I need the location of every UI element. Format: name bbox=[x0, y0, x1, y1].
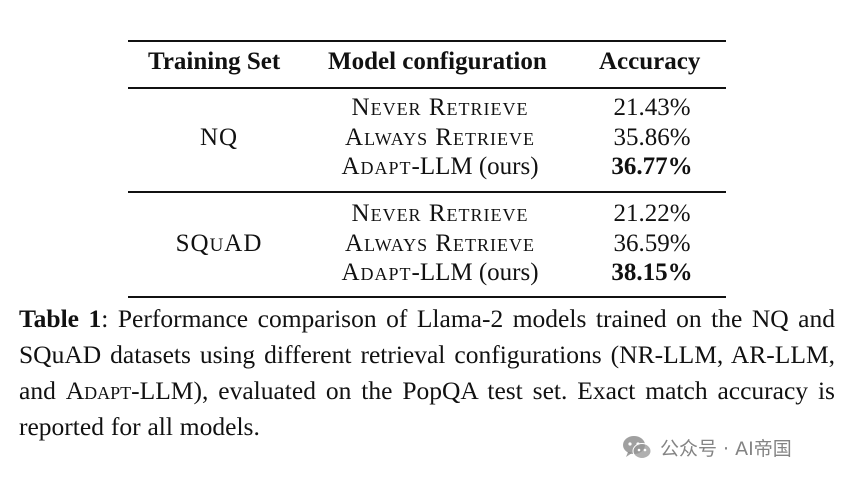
config-always-retrieve: Always Retrieve bbox=[310, 230, 570, 258]
config-always-retrieve: Always Retrieve bbox=[310, 124, 570, 152]
config-adapt-llm: Adapt-LLM (ours) bbox=[310, 153, 570, 181]
dataset-label-squad: SQuAD bbox=[128, 230, 310, 258]
accuracy-value: 35.86% bbox=[613, 124, 691, 151]
config-suffix: -LLM (ours) bbox=[411, 259, 539, 286]
caption-text-part2: -LLM), evaluated on the PopQA test set. … bbox=[19, 376, 835, 441]
accuracy-value-best: 38.15% bbox=[611, 259, 693, 286]
config-prefix: Adapt bbox=[341, 153, 412, 180]
accuracy-value: 21.22% bbox=[613, 200, 691, 227]
accuracy-value-best: 36.77% bbox=[611, 153, 693, 180]
table-header-rule bbox=[128, 87, 726, 89]
config-label: Always Retrieve bbox=[345, 124, 535, 151]
dataset-part: SQ bbox=[175, 230, 210, 257]
caption-adapt: Adapt bbox=[65, 376, 132, 405]
dataset-label-nq: NQ bbox=[199, 124, 239, 151]
table-top-rule bbox=[128, 40, 726, 42]
header-training-set: Training Set bbox=[148, 48, 281, 75]
accuracy-value: 36.59% bbox=[613, 230, 691, 257]
config-label: Always Retrieve bbox=[345, 230, 535, 257]
wechat-icon bbox=[622, 435, 652, 461]
config-label: Never Retrieve bbox=[351, 200, 529, 227]
watermark: 公众号 · AI帝国 bbox=[622, 434, 792, 461]
dataset-part: u bbox=[209, 235, 225, 256]
config-never-retrieve: Never Retrieve bbox=[310, 200, 570, 228]
table-caption: Table 1: Performance comparison of Llama… bbox=[19, 301, 835, 445]
dataset-part: AD bbox=[224, 230, 263, 257]
accuracy-value: 21.43% bbox=[613, 94, 691, 121]
config-label: Never Retrieve bbox=[351, 94, 529, 121]
caption-text-part1: : Performance comparison of Llama-2 mode… bbox=[19, 304, 835, 405]
header-model-configuration: Model configuration bbox=[328, 48, 547, 75]
watermark-text: 公众号 · AI帝国 bbox=[660, 438, 792, 460]
header-accuracy: Accuracy bbox=[599, 48, 701, 75]
config-prefix: Adapt bbox=[341, 259, 412, 286]
caption-label: Table 1 bbox=[19, 304, 102, 333]
table-bottom-rule bbox=[128, 296, 726, 298]
config-never-retrieve: Never Retrieve bbox=[310, 94, 570, 122]
config-suffix: -LLM (ours) bbox=[411, 153, 539, 180]
config-adapt-llm: Adapt-LLM (ours) bbox=[310, 259, 570, 287]
table-group-rule bbox=[128, 191, 726, 193]
